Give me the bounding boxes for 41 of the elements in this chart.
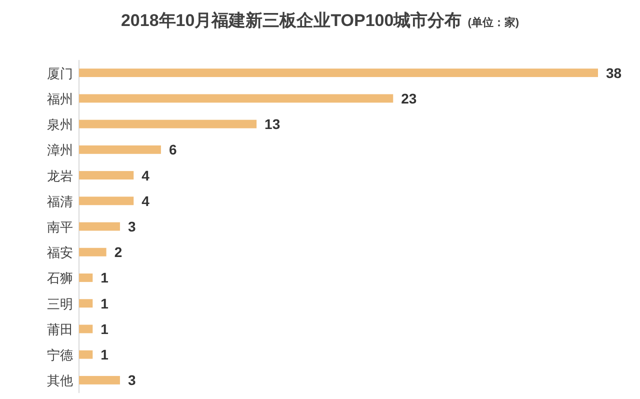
- bar: [79, 248, 106, 256]
- data-label: 2: [114, 244, 122, 260]
- data-label: 4: [142, 192, 150, 209]
- y-tick-label: 福州: [47, 91, 73, 106]
- y-tick-label: 石狮: [47, 270, 73, 286]
- data-label: 4: [142, 167, 150, 184]
- data-label: 1: [100, 295, 109, 312]
- data-label: 1: [100, 346, 109, 363]
- data-label: 13: [264, 116, 280, 132]
- data-label: 1: [100, 270, 109, 286]
- y-tick-label: 泉州: [47, 117, 73, 132]
- y-tick-label: 福清: [47, 194, 73, 209]
- bar: [79, 222, 120, 231]
- bar: [79, 196, 134, 206]
- y-tick-label: 漳州: [47, 142, 73, 158]
- y-tick-label: 三明: [47, 296, 73, 312]
- bar: [79, 145, 161, 154]
- y-tick-label: 莆田: [47, 322, 73, 337]
- y-tick-label: 宁德: [47, 348, 73, 363]
- bar: [79, 376, 120, 384]
- bar: [79, 299, 93, 308]
- chart-title: 2018年10月福建新三板企业TOP100城市分布: [120, 11, 462, 30]
- data-label: 6: [168, 142, 177, 158]
- data-label: 1: [100, 320, 109, 337]
- data-label: 23: [401, 90, 417, 106]
- y-tick-label: 其他: [47, 373, 73, 388]
- bar: [79, 274, 93, 282]
- data-label: 38: [606, 64, 622, 81]
- bar: [79, 350, 93, 359]
- y-tick-label: 龙岩: [47, 168, 73, 184]
- bar: [79, 94, 394, 103]
- y-tick-label: 南平: [47, 220, 73, 234]
- bar: [79, 120, 257, 128]
- chart-subtitle: (单位：家): [468, 16, 520, 29]
- bar: [79, 68, 598, 78]
- bar: [79, 171, 134, 180]
- data-label: 3: [128, 218, 136, 234]
- y-tick-label: 厦门: [47, 66, 73, 81]
- bar: [79, 324, 93, 334]
- data-label: 3: [128, 372, 136, 388]
- y-tick-label: 福安: [47, 245, 73, 260]
